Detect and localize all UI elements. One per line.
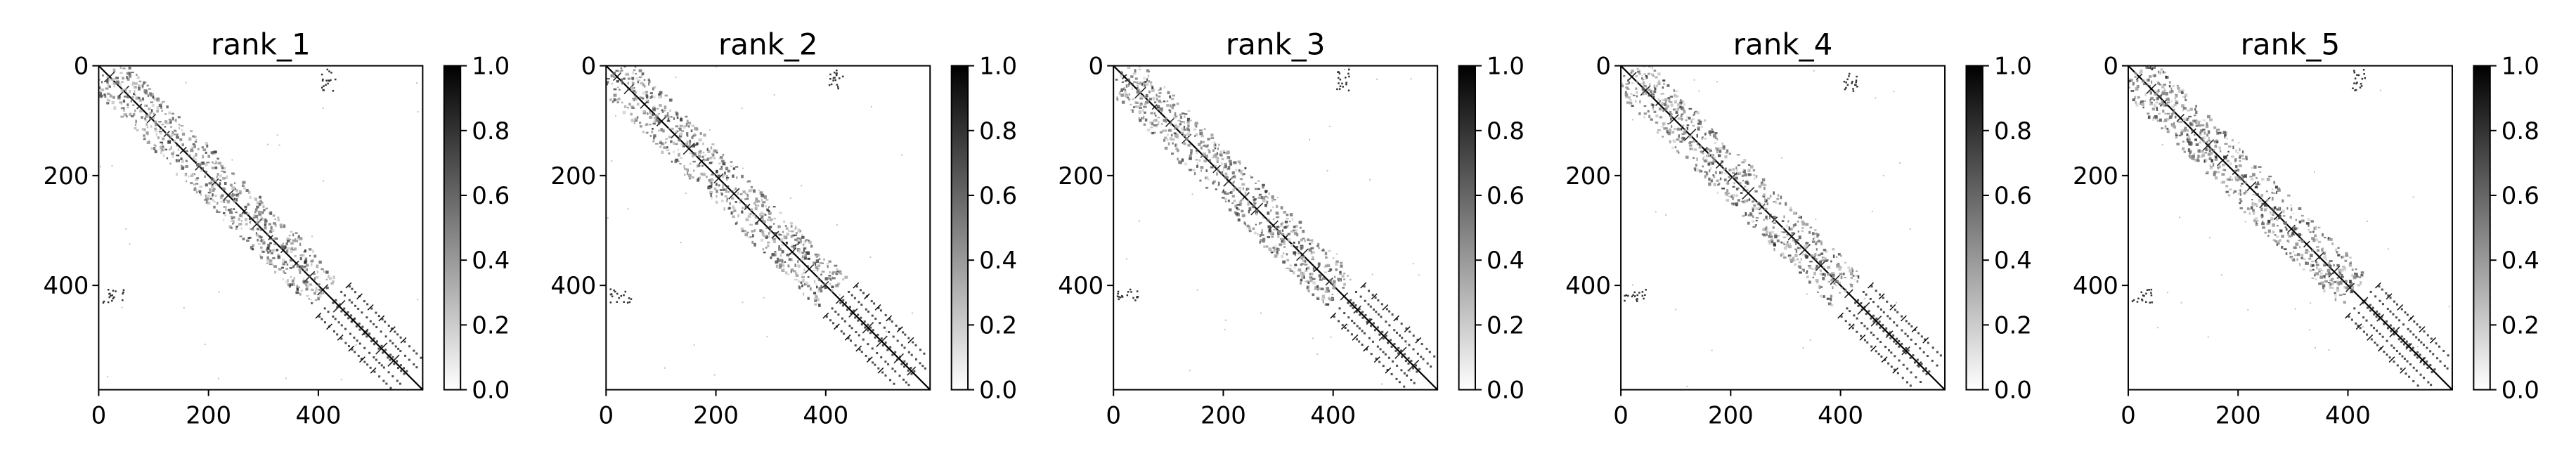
y-tick-label: 400 (550, 272, 596, 300)
colorbar-tick-label: 1.0 (472, 53, 510, 81)
y-tick-label: 200 (1058, 162, 1103, 190)
colorbar-tick-label: 0.8 (1994, 117, 2032, 145)
colorbar (1965, 65, 1983, 391)
x-tick-label: 0 (1106, 402, 1121, 430)
heatmap-image (1113, 65, 1438, 390)
x-tick-label: 0 (598, 402, 614, 430)
panel-4: rank_4 0 200 400 0 200 400 0.0 0.2 0.4 0.6 0.8 1.0 (1565, 27, 2032, 430)
main-diagonal (606, 65, 931, 390)
panel-1: rank_1 0 200 400 0 200 400 0.0 0.2 0.4 0.6 0.8 1.0 (43, 27, 510, 430)
panel-title: rank_1 (211, 27, 311, 62)
colorbar (950, 65, 969, 391)
panel-title: rank_5 (2241, 27, 2341, 62)
x-tick-label: 400 (803, 402, 848, 430)
colorbar-tick-label: 0.6 (2501, 182, 2539, 210)
colorbar-tick-label: 0.0 (2501, 377, 2539, 405)
y-tick-label: 200 (550, 162, 596, 190)
heatmap-image (2128, 65, 2452, 390)
panel-title: rank_3 (1226, 27, 1326, 62)
y-tick-label: 200 (43, 162, 89, 190)
colorbar-tick-label: 0.2 (1487, 311, 1525, 339)
y-tick-label: 0 (1089, 53, 1104, 81)
x-tick-label: 200 (693, 402, 739, 430)
x-tick-label: 400 (1310, 402, 1356, 430)
axes-frame (605, 65, 931, 391)
colorbar (2473, 65, 2491, 391)
x-tick-label: 0 (91, 402, 107, 430)
panel-5: rank_5 0 200 400 0 200 400 0.0 0.2 0.4 0.6 0.8 1.0 (2073, 27, 2539, 430)
main-diagonal (2128, 65, 2452, 390)
y-tick-label: 400 (2073, 272, 2118, 300)
axes-frame (2127, 65, 2453, 391)
panel-title: rank_4 (1733, 27, 1833, 62)
axes-frame (1620, 65, 1946, 391)
colorbar-tick-label: 0.8 (1487, 117, 1525, 145)
x-tick-label: 200 (2215, 402, 2261, 430)
x-tick-label: 200 (1200, 402, 1246, 430)
colorbar-tick-label: 0.6 (1994, 182, 2032, 210)
colorbar-tick-label: 0.6 (979, 182, 1017, 210)
y-tick-label: 0 (74, 53, 89, 81)
colorbar-tick-label: 0.8 (2501, 117, 2539, 145)
y-tick-label: 0 (2103, 53, 2118, 81)
colorbar-tick-label: 0.6 (472, 182, 510, 210)
colorbar-tick-label: 0.0 (1487, 377, 1525, 405)
panel-3: rank_3 0 200 400 0 200 400 0.0 0.2 0.4 0.6 0.8 1.0 (1058, 27, 1525, 430)
axes-frame (98, 65, 424, 391)
colorbar (443, 65, 462, 391)
heatmap-image (1621, 65, 1946, 390)
colorbar-tick-label: 0.4 (2501, 247, 2539, 275)
colorbar-tick-label: 0.4 (1487, 247, 1525, 275)
x-tick-label: 400 (295, 402, 341, 430)
colorbar-tick-label: 1.0 (979, 53, 1017, 81)
x-tick-label: 0 (1613, 402, 1629, 430)
x-tick-label: 200 (186, 402, 231, 430)
x-tick-label: 200 (1708, 402, 1754, 430)
x-tick-label: 0 (2121, 402, 2136, 430)
heatmap-image (98, 65, 423, 390)
colorbar-tick-label: 0.0 (1994, 377, 2032, 405)
y-tick-label: 400 (43, 272, 89, 300)
y-tick-label: 0 (1596, 53, 1611, 81)
x-tick-label: 400 (1818, 402, 1863, 430)
colorbar-tick-label: 1.0 (1994, 53, 2032, 81)
colorbar-tick-label: 1.0 (2501, 53, 2539, 81)
x-tick-label: 400 (2325, 402, 2371, 430)
colorbar-tick-label: 0.2 (2501, 311, 2539, 339)
colorbar-tick-label: 0.2 (472, 311, 510, 339)
colorbar-tick-label: 0.6 (1487, 182, 1525, 210)
colorbar-tick-label: 0.0 (472, 377, 510, 405)
heatmap-image (606, 65, 931, 390)
y-tick-label: 400 (1058, 272, 1103, 300)
panel-title: rank_2 (718, 27, 818, 62)
colorbar-tick-label: 0.4 (979, 247, 1017, 275)
y-tick-label: 0 (581, 53, 597, 81)
colorbar-tick-label: 0.8 (472, 117, 510, 145)
colorbar-tick-label: 0.8 (979, 117, 1017, 145)
colorbar-tick-label: 0.2 (979, 311, 1017, 339)
colorbar-tick-label: 1.0 (1487, 53, 1525, 81)
axes-frame (1113, 65, 1439, 391)
colorbar-tick-label: 0.4 (1994, 247, 2032, 275)
colorbar-tick-label: 0.2 (1994, 311, 2032, 339)
y-tick-label: 200 (1565, 162, 1611, 190)
colorbar-tick-label: 0.4 (472, 247, 510, 275)
colorbar (1458, 65, 1476, 391)
panel-2: rank_2 0 200 400 0 200 400 0.0 0.2 0.4 0.6 0.8 1.0 (550, 27, 1017, 430)
y-tick-label: 200 (2073, 162, 2118, 190)
colorbar-tick-label: 0.0 (979, 377, 1017, 405)
y-tick-label: 400 (1565, 272, 1611, 300)
